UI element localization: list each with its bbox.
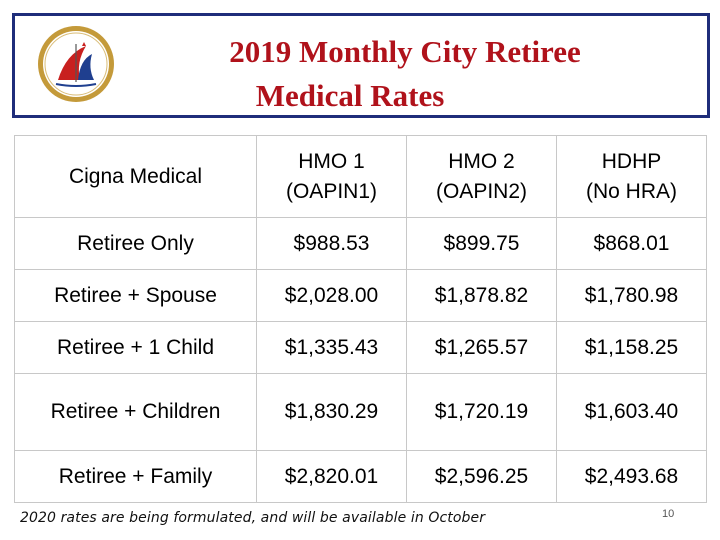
table-row: Retiree + Family $2,820.01 $2,596.25 $2,… (14, 450, 707, 503)
cell-hmo1: $1,830.29 (256, 373, 407, 451)
table-row: Retiree + 1 Child $1,335.43 $1,265.57 $1… (14, 321, 707, 374)
cell-hmo2: $1,720.19 (406, 373, 557, 451)
rates-table: Cigna Medical HMO 1 (OAPIN1) HMO 2 (OAPI… (14, 135, 707, 503)
table-header-row: Cigna Medical HMO 1 (OAPIN1) HMO 2 (OAPI… (14, 135, 707, 218)
row-label: Retiree + Children (14, 373, 257, 451)
cell-hdhp: $1,780.98 (556, 269, 707, 322)
cell-hdhp: $868.01 (556, 217, 707, 270)
title-line-1: 2019 Monthly City Retiree (229, 34, 581, 69)
cell-hmo1: $1,335.43 (256, 321, 407, 374)
cell-hmo1: $988.53 (256, 217, 407, 270)
footnote: 2020 rates are being formulated, and wil… (20, 510, 486, 526)
cell-hmo1: $2,028.00 (256, 269, 407, 322)
cell-hmo2: $2,596.25 (406, 450, 557, 503)
table-row: Retiree Only $988.53 $899.75 $868.01 (14, 217, 707, 270)
header-hmo2: HMO 2 (OAPIN2) (406, 135, 557, 218)
page-number: 10 (662, 508, 675, 520)
cell-hdhp: $1,158.25 (556, 321, 707, 374)
row-label: Retiree + Family (14, 450, 257, 503)
table-row: Retiree + Spouse $2,028.00 $1,878.82 $1,… (14, 269, 707, 322)
cell-hmo2: $899.75 (406, 217, 557, 270)
cell-hdhp: $2,493.68 (556, 450, 707, 503)
title-banner (12, 13, 710, 118)
row-label: Retiree Only (14, 217, 257, 270)
cell-hmo2: $1,265.57 (406, 321, 557, 374)
row-label: Retiree + Spouse (14, 269, 257, 322)
title-line-2: Medical Rates (255, 78, 445, 113)
table-row: Retiree + Children $1,830.29 $1,720.19 $… (14, 373, 707, 451)
header-hmo1: HMO 1 (OAPIN1) (256, 135, 407, 218)
page-title: 2019 Monthly City Retiree Medical Rates (130, 30, 670, 118)
city-seal-icon (38, 26, 114, 102)
cell-hdhp: $1,603.40 (556, 373, 707, 451)
row-label: Retiree + 1 Child (14, 321, 257, 374)
cell-hmo1: $2,820.01 (256, 450, 407, 503)
header-plan-name: Cigna Medical (14, 135, 257, 218)
header-hdhp: HDHP (No HRA) (556, 135, 707, 218)
cell-hmo2: $1,878.82 (406, 269, 557, 322)
